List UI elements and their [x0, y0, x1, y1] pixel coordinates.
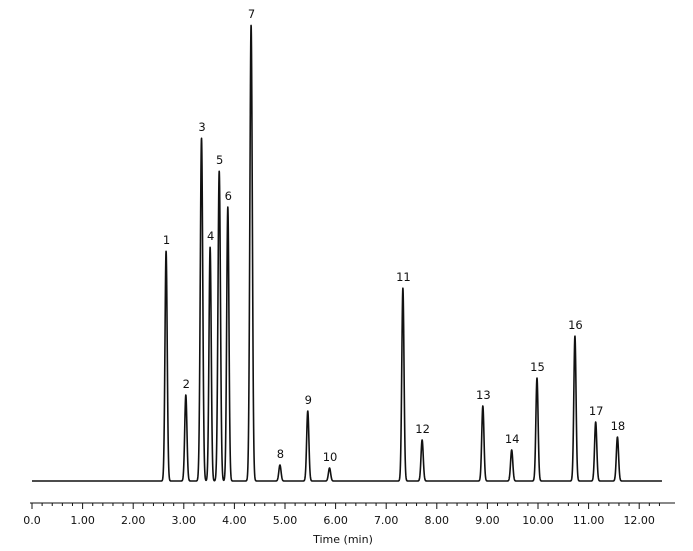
peak-label: 6 [225, 189, 232, 203]
peak-label: 9 [305, 393, 312, 407]
peak-label: 16 [568, 318, 583, 332]
x-tick-label: 11.00 [573, 514, 605, 527]
x-axis-ticks [31, 503, 660, 509]
peak-label: 7 [248, 7, 255, 21]
peak-label: 13 [476, 388, 491, 402]
peak-label: 5 [216, 153, 223, 167]
peak-label: 2 [183, 377, 190, 391]
x-tick-label: 6.00 [323, 514, 348, 527]
peak-label: 11 [396, 270, 411, 284]
x-tick-label: 3.00 [172, 514, 197, 527]
x-tick-label: 7.00 [374, 514, 399, 527]
x-tick-label: 2.00 [121, 514, 146, 527]
chromatogram-trace [31, 24, 663, 482]
x-axis: 0.0 1.00 2.00 3.00 4.00 5.00 6.00 7.00 8.00 9.00 1… [23, 502, 675, 546]
peak-label: 18 [611, 419, 626, 433]
peak-label: 8 [277, 447, 284, 461]
peak-label: 14 [505, 432, 520, 446]
peak-markers [165, 24, 619, 469]
x-axis-title: Time (min) [312, 533, 373, 546]
peak-label: 12 [415, 422, 430, 436]
peak-label: 1 [163, 233, 170, 247]
x-tick-label: 12.00 [623, 514, 655, 527]
x-tick-label: 10.00 [522, 514, 554, 527]
peak-label: 15 [530, 360, 545, 374]
peak-label: 4 [207, 229, 214, 243]
x-axis-tick-labels: 0.0 1.00 2.00 3.00 4.00 5.00 6.00 7.00 8.00 9.00 1… [23, 514, 655, 527]
peak-label: 3 [198, 120, 205, 134]
x-tick-label: 0.0 [23, 514, 41, 527]
x-tick-label: 8.00 [425, 514, 450, 527]
peak-label: 10 [323, 450, 338, 464]
x-tick-label: 9.00 [475, 514, 500, 527]
x-tick-label: 5.00 [273, 514, 298, 527]
x-tick-label: 1.00 [70, 514, 95, 527]
peak-label: 17 [589, 404, 604, 418]
x-tick-label: 4.00 [222, 514, 247, 527]
